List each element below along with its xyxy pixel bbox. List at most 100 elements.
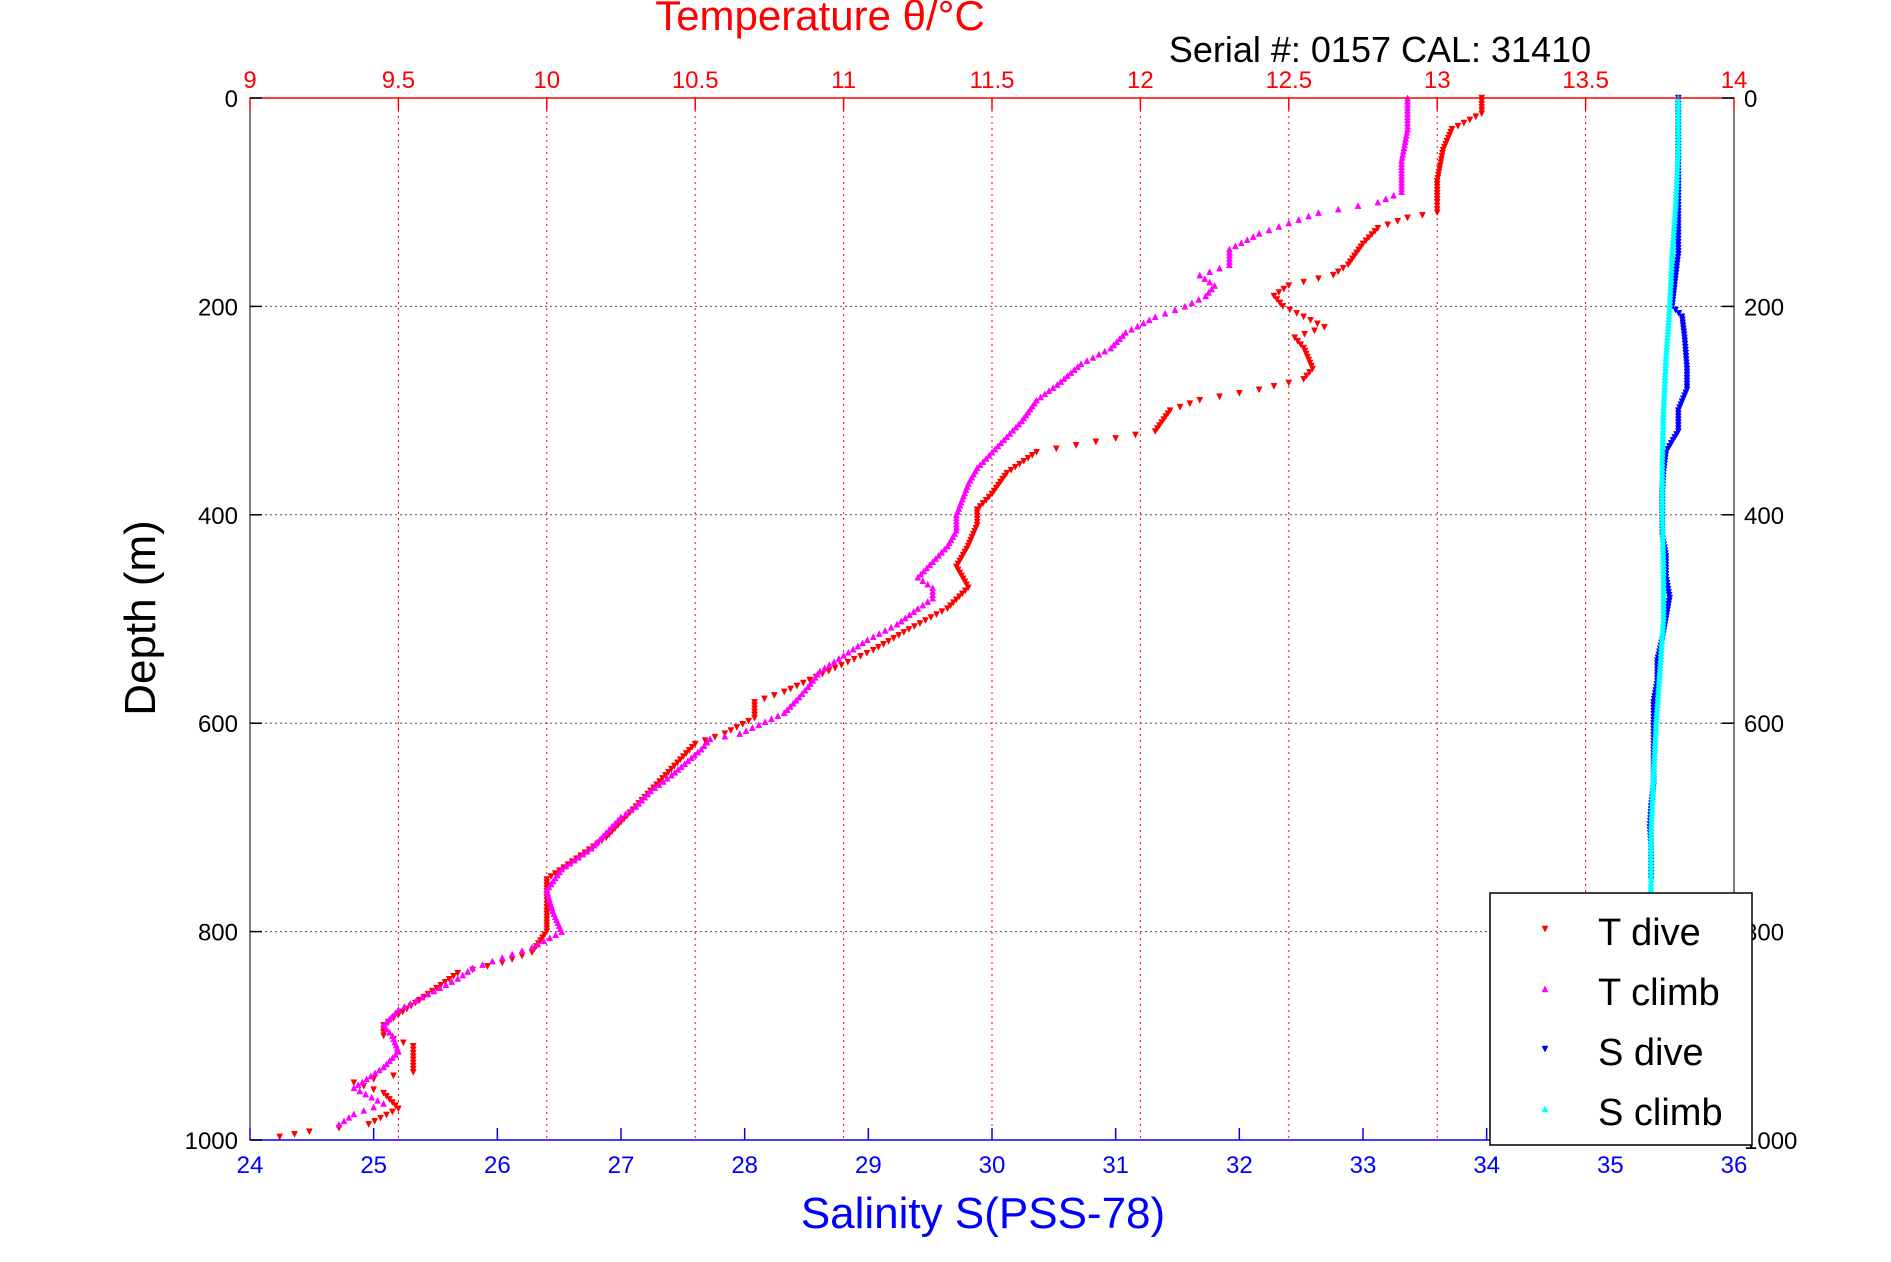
data-point: [380, 1063, 387, 1071]
data-point: [914, 605, 922, 612]
temperature-tick-label: 9: [243, 67, 256, 94]
legend-entry-label: T climb: [1598, 972, 1720, 1014]
data-point: [1300, 376, 1308, 383]
data-point: [552, 931, 560, 938]
data-point: [761, 718, 769, 725]
temperature-tick-label: 13: [1424, 67, 1451, 94]
data-point: [484, 963, 491, 970]
data-point: [1285, 379, 1293, 387]
salinity-tick-label: 26: [484, 1152, 511, 1179]
data-point: [389, 1108, 396, 1116]
data-point: [371, 1117, 379, 1125]
data-point: [1433, 198, 1441, 206]
data-point: [789, 699, 797, 707]
data-point: [917, 570, 925, 578]
data-point: [380, 1032, 387, 1040]
data-point: [599, 832, 607, 839]
data-point: [354, 1081, 362, 1089]
data-point: [880, 641, 887, 648]
data-point: [1139, 319, 1147, 327]
depth-tick-label-left: 600: [198, 711, 238, 738]
data-point: [985, 451, 993, 459]
data-point: [508, 950, 516, 958]
data-point: [835, 655, 843, 662]
data-point: [742, 727, 750, 734]
data-point: [1128, 325, 1135, 333]
data-point: [922, 617, 929, 625]
legend-marker: [1541, 1045, 1549, 1053]
data-point: [1186, 400, 1194, 408]
data-point: [1205, 288, 1213, 296]
data-point: [997, 439, 1005, 447]
data-point: [617, 813, 625, 821]
data-point: [919, 577, 927, 585]
data-point: [389, 1012, 396, 1020]
data-point: [897, 617, 905, 625]
temperature-tick-label: 13.5: [1562, 67, 1609, 94]
data-point: [739, 720, 747, 728]
data-point: [409, 1046, 417, 1054]
data-point: [780, 688, 788, 696]
data-point: [1000, 436, 1008, 444]
data-point: [1433, 202, 1441, 210]
data-point: [409, 1042, 417, 1050]
salinity-tick-label: 25: [360, 1152, 387, 1179]
data-point: [795, 693, 803, 701]
data-point: [1460, 119, 1468, 127]
data-point: [774, 712, 782, 720]
data-point: [1382, 195, 1390, 202]
data-point: [1112, 435, 1120, 442]
data-point: [1270, 383, 1278, 390]
data-point: [786, 702, 794, 710]
data-point: [1286, 306, 1294, 314]
legend-entry-label: S dive: [1598, 1032, 1704, 1074]
salinity-tick-label: 30: [979, 1152, 1006, 1179]
series-t-dive: [276, 94, 1486, 1141]
data-point: [916, 620, 924, 628]
temperature-tick-label: 11: [831, 67, 856, 94]
data-point: [1089, 353, 1097, 361]
data-point: [575, 853, 583, 861]
data-point: [641, 793, 649, 801]
data-point: [1334, 205, 1342, 213]
data-point: [1235, 389, 1243, 397]
data-point: [988, 448, 996, 456]
data-point: [377, 1114, 384, 1122]
data-point: [1161, 309, 1169, 317]
data-point: [926, 561, 934, 569]
data-point: [392, 1050, 399, 1058]
data-point: [941, 545, 948, 553]
data-point: [392, 1009, 399, 1017]
data-point: [1083, 357, 1091, 364]
data-point: [929, 558, 937, 565]
data-point: [635, 799, 643, 807]
data-point: [1237, 239, 1245, 247]
data-point: [418, 993, 426, 1001]
data-point: [1243, 236, 1251, 243]
data-point: [924, 580, 932, 588]
data-point: [944, 542, 951, 550]
data-point: [923, 564, 931, 572]
data-point: [697, 745, 705, 753]
data-point: [938, 548, 945, 556]
data-point: [1132, 431, 1139, 439]
data-point: [885, 638, 892, 645]
data-point: [910, 608, 918, 615]
data-point: [857, 652, 864, 660]
series-t-climb: [335, 94, 1411, 1128]
data-point: [651, 784, 659, 792]
data-point: [1119, 332, 1126, 339]
data-point: [659, 777, 667, 785]
data-point: [1195, 295, 1203, 303]
data-point: [374, 1096, 382, 1104]
data-point: [587, 844, 595, 852]
data-point: [840, 651, 848, 659]
data-point: [350, 1110, 358, 1118]
data-point: [976, 461, 984, 469]
data-point: [1293, 310, 1301, 317]
data-point: [1295, 216, 1303, 223]
data-point: [1196, 396, 1204, 404]
data-point: [1454, 122, 1462, 130]
data-point: [1057, 378, 1065, 385]
